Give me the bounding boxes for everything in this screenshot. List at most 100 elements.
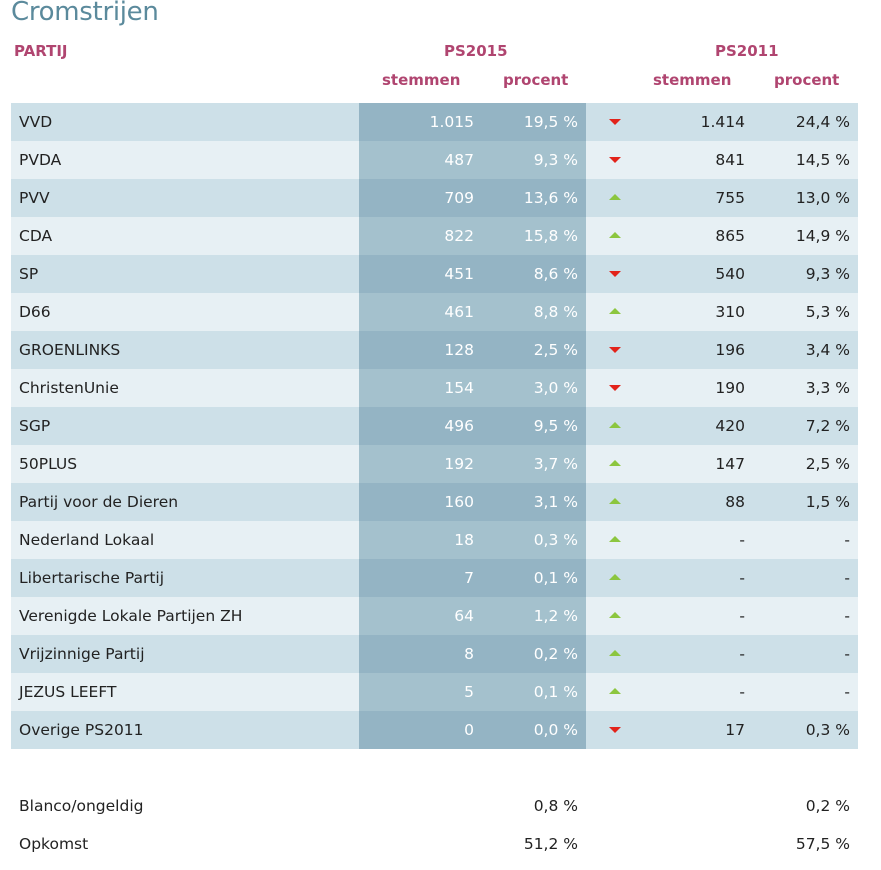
ps2015-column-band [359, 673, 586, 711]
votes-2015: 496 [444, 417, 474, 435]
ps2015-column-band [359, 521, 586, 559]
percent-2011: 7,2 % [805, 417, 850, 435]
votes-2015: 822 [444, 227, 474, 245]
votes-2011: 190 [715, 379, 745, 397]
percent-2011: 24,4 % [795, 113, 850, 131]
percent-2011: 2,5 % [805, 455, 850, 473]
arrow-up-icon [609, 536, 621, 542]
footer-row-blanco: Blanco/ongeldig 0,8 % 0,2 % [11, 787, 858, 825]
party-name: PVV [19, 189, 50, 207]
blanco-2015: 0,8 % [533, 797, 578, 815]
percent-2011: 14,9 % [795, 227, 850, 245]
trend-indicator [609, 483, 623, 521]
percent-2015: 0,1 % [533, 569, 578, 587]
ps2015-column-band [359, 103, 586, 141]
votes-2015: 64 [454, 607, 474, 625]
votes-2011: - [739, 569, 745, 587]
table-row: D66 461 8,8 % 310 5,3 % [11, 293, 858, 331]
votes-2011: 196 [715, 341, 745, 359]
votes-2015: 461 [444, 303, 474, 321]
party-name: ChristenUnie [19, 379, 119, 397]
votes-2015: 0 [464, 721, 474, 739]
arrow-down-icon [609, 385, 621, 391]
votes-2011: 755 [715, 189, 745, 207]
arrow-up-icon [609, 460, 621, 466]
votes-2011: 841 [715, 151, 745, 169]
votes-2015: 160 [444, 493, 474, 511]
arrow-up-icon [609, 422, 621, 428]
header-ps2011: PS2011 [715, 42, 779, 60]
party-name: SGP [19, 417, 51, 435]
trend-indicator [609, 179, 623, 217]
trend-indicator [609, 217, 623, 255]
ps2015-column-band [359, 407, 586, 445]
votes-2015: 709 [444, 189, 474, 207]
ps2015-column-band [359, 445, 586, 483]
percent-2015: 2,5 % [533, 341, 578, 359]
votes-2015: 487 [444, 151, 474, 169]
header-votes-2011: stemmen [653, 71, 732, 89]
trend-indicator [609, 597, 623, 635]
votes-2011: 865 [715, 227, 745, 245]
percent-2015: 15,8 % [523, 227, 578, 245]
arrow-up-icon [609, 650, 621, 656]
party-name: CDA [19, 227, 53, 245]
party-name: 50PLUS [19, 455, 78, 473]
trend-indicator [609, 407, 623, 445]
party-name: GROENLINKS [19, 341, 121, 359]
votes-2011: 17 [725, 721, 745, 739]
party-name: Vrijzinnige Partij [19, 645, 145, 663]
table-row: JEZUS LEEFT 5 0,1 % - - [11, 673, 858, 711]
votes-2011: - [739, 607, 745, 625]
votes-2011: - [739, 645, 745, 663]
trend-indicator [609, 331, 623, 369]
blanco-2011: 0,2 % [805, 797, 850, 815]
header-percent-2015: procent [503, 71, 569, 89]
table-row: Nederland Lokaal 18 0,3 % - - [11, 521, 858, 559]
votes-2015: 8 [464, 645, 474, 663]
arrow-up-icon [609, 688, 621, 694]
votes-2015: 18 [454, 531, 474, 549]
arrow-down-icon [609, 157, 621, 163]
trend-indicator [609, 711, 623, 749]
table-row: Libertarische Partij 7 0,1 % - - [11, 559, 858, 597]
blanco-label: Blanco/ongeldig [19, 797, 144, 815]
trend-indicator [609, 103, 623, 141]
votes-2011: 540 [715, 265, 745, 283]
table-row: Verenigde Lokale Partijen ZH 64 1,2 % - - [11, 597, 858, 635]
percent-2015: 3,7 % [533, 455, 578, 473]
party-name: JEZUS LEEFT [19, 683, 117, 701]
percent-2015: 0,1 % [533, 683, 578, 701]
ps2015-column-band [359, 179, 586, 217]
percent-2015: 0,0 % [533, 721, 578, 739]
party-name: Nederland Lokaal [19, 531, 155, 549]
ps2015-column-band [359, 559, 586, 597]
votes-2015: 5 [464, 683, 474, 701]
percent-2015: 9,5 % [533, 417, 578, 435]
votes-2011: 1.414 [700, 113, 745, 131]
header-ps2015: PS2015 [444, 42, 508, 60]
votes-2015: 128 [444, 341, 474, 359]
results-table: VVD 1.015 19,5 % 1.414 24,4 % PVDA 487 9,3 % 841… [11, 103, 858, 749]
arrow-down-icon [609, 347, 621, 353]
trend-indicator [609, 445, 623, 483]
percent-2015: 3,0 % [533, 379, 578, 397]
trend-indicator [609, 521, 623, 559]
percent-2011: - [844, 569, 850, 587]
percent-2015: 9,3 % [533, 151, 578, 169]
votes-2011: - [739, 683, 745, 701]
table-row: 50PLUS 192 3,7 % 147 2,5 % [11, 445, 858, 483]
votes-2015: 1.015 [429, 113, 474, 131]
turnout-label: Opkomst [19, 835, 89, 853]
party-name: D66 [19, 303, 51, 321]
ps2015-column-band [359, 597, 586, 635]
ps2015-column-band [359, 369, 586, 407]
header-votes-2015: stemmen [382, 71, 461, 89]
percent-2015: 8,6 % [533, 265, 578, 283]
votes-2011: 420 [715, 417, 745, 435]
votes-2011: 147 [715, 455, 745, 473]
table-row: Overige PS2011 0 0,0 % 17 0,3 % [11, 711, 858, 749]
votes-2015: 7 [464, 569, 474, 587]
arrow-down-icon [609, 727, 621, 733]
